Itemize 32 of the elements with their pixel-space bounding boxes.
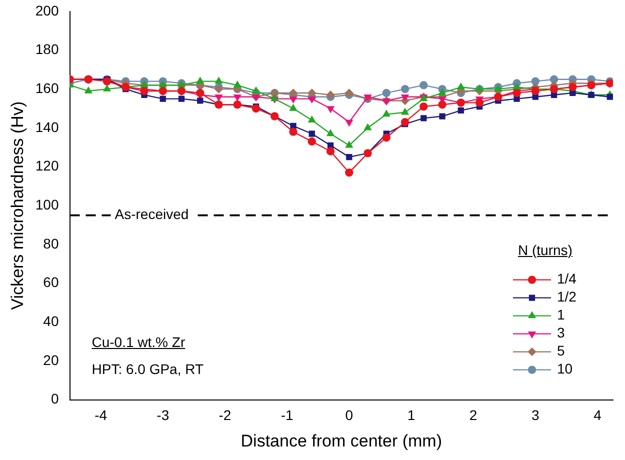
legend-label: 3 <box>557 324 565 341</box>
legend-label: 10 <box>557 360 573 377</box>
x-tick-label: 3 <box>531 407 540 424</box>
x-tick-label: -4 <box>94 407 108 424</box>
annotation: Cu-0.1 wt.% Zr <box>92 334 186 350</box>
x-tick-label: 2 <box>469 407 478 424</box>
y-tick-label: 160 <box>35 80 59 96</box>
y-tick-label: 200 <box>35 2 59 18</box>
x-tick-label: 4 <box>594 407 602 424</box>
x-tick-label: -1 <box>280 407 294 424</box>
y-axis-title: Vickers microhardness (Hv) <box>8 101 27 310</box>
legend-label: 5 <box>557 342 565 359</box>
x-tick-label: -3 <box>156 407 170 424</box>
y-tick-label: 100 <box>35 196 59 212</box>
y-tick-label: 180 <box>35 41 59 58</box>
y-tick-label: 60 <box>43 274 59 290</box>
x-axis-title: Distance from center (mm) <box>240 431 442 450</box>
y-tick-label: 80 <box>43 235 59 252</box>
y-tick-label: 0 <box>50 390 59 407</box>
legend-label: 1/2 <box>557 288 577 305</box>
y-tick-label: 40 <box>43 312 59 329</box>
legend-label: 1/4 <box>557 270 577 287</box>
x-tick-label: 1 <box>407 407 416 424</box>
ref-line-label: As-received <box>114 206 189 222</box>
y-tick-label: 140 <box>35 118 59 135</box>
y-tick-label: 20 <box>43 352 59 368</box>
legend-title: N (turns) <box>518 242 572 258</box>
x-tick-label: 0 <box>345 407 354 424</box>
x-tick-label: -2 <box>218 407 232 424</box>
y-tick-label: 120 <box>35 158 59 174</box>
legend-label: 1 <box>557 306 565 323</box>
annotation: HPT: 6.0 GPa, RT <box>92 360 204 377</box>
